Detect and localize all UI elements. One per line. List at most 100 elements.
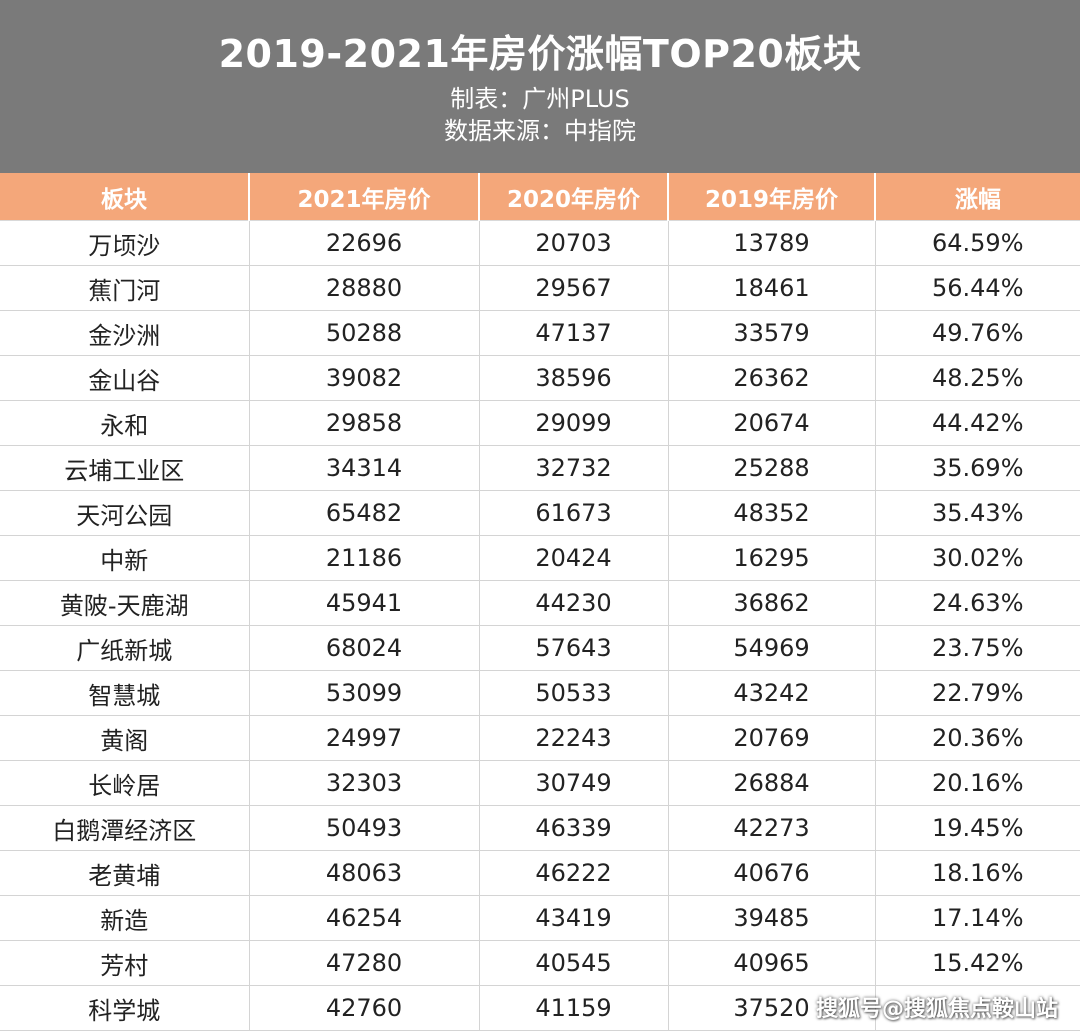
table-header-row: 板块 2021年房价 2020年房价 2019年房价 涨幅 [0,173,1080,221]
table-row: 金沙洲 50288 47137 33579 49.76% [0,310,1080,356]
price-2019-cell: 33579 [668,310,876,356]
table-body: 万顷沙 22696 20703 13789 64.59% 蕉门河 28880 29567 184… [0,220,1080,1031]
price-2020-cell: 40545 [479,940,669,986]
growth-cell: 30.02% [875,535,1080,581]
table-row: 云埔工业区 34314 32732 25288 35.69% [0,445,1080,491]
price-2019-cell: 54969 [668,625,876,671]
column-header-price-2021: 2021年房价 [249,173,480,221]
table-row: 黄陂-天鹿湖 45941 44230 36862 24.63% [0,580,1080,626]
district-cell: 中新 [0,535,250,581]
district-cell: 芳村 [0,940,250,986]
price-2020-cell: 41159 [479,985,669,1031]
price-2020-cell: 20424 [479,535,669,581]
price-2021-cell: 39082 [249,355,480,401]
price-2021-cell: 29858 [249,400,480,446]
price-2019-cell: 13789 [668,220,876,266]
growth-cell: 18.16% [875,850,1080,896]
price-2019-cell: 40965 [668,940,876,986]
price-2020-cell: 38596 [479,355,669,401]
table-row: 广纸新城 68024 57643 54969 23.75% [0,625,1080,671]
district-cell: 黄陂-天鹿湖 [0,580,250,626]
district-cell: 天河公园 [0,490,250,536]
column-header-district: 板块 [0,173,250,221]
growth-cell: 15.42% [875,940,1080,986]
table-maker-note: 制表：广州PLUS [450,85,630,113]
price-2019-cell: 18461 [668,265,876,311]
growth-cell: 56.44% [875,265,1080,311]
district-cell: 老黄埔 [0,850,250,896]
price-2020-cell: 44230 [479,580,669,626]
price-2019-cell: 20769 [668,715,876,761]
price-2021-cell: 65482 [249,490,480,536]
table-row: 白鹅潭经济区 50493 46339 42273 19.45% [0,805,1080,851]
price-2019-cell: 20674 [668,400,876,446]
price-growth-table: 板块 2021年房价 2020年房价 2019年房价 涨幅 万顷沙 22696 20… [0,173,1080,1031]
price-2019-cell: 25288 [668,445,876,491]
price-2021-cell: 50493 [249,805,480,851]
table-row: 金山谷 39082 38596 26362 48.25% [0,355,1080,401]
price-2020-cell: 47137 [479,310,669,356]
data-source-note: 数据来源：中指院 [444,117,636,145]
price-2020-cell: 30749 [479,760,669,806]
growth-cell: 35.69% [875,445,1080,491]
price-2020-cell: 20703 [479,220,669,266]
column-header-growth: 涨幅 [875,173,1080,221]
growth-cell: 44.42% [875,400,1080,446]
growth-cell: 64.59% [875,220,1080,266]
table-row: 科学城 42760 41159 37520 [0,985,1080,1031]
column-header-price-2020: 2020年房价 [479,173,669,221]
price-2021-cell: 28880 [249,265,480,311]
district-cell: 蕉门河 [0,265,250,311]
watermark: 搜狐号@搜狐焦点鞍山站 [815,997,1058,1022]
growth-cell [875,985,1080,1031]
district-cell: 广纸新城 [0,625,250,671]
price-2021-cell: 48063 [249,850,480,896]
price-2021-cell: 53099 [249,670,480,716]
district-cell: 云埔工业区 [0,445,250,491]
price-2019-cell: 39485 [668,895,876,941]
price-2019-cell: 42273 [668,805,876,851]
price-2019-cell: 26884 [668,760,876,806]
price-2020-cell: 61673 [479,490,669,536]
price-2020-cell: 57643 [479,625,669,671]
district-cell: 科学城 [0,985,250,1031]
price-2020-cell: 32732 [479,445,669,491]
table-row: 黄阁 24997 22243 20769 20.36% [0,715,1080,761]
price-2019-cell: 16295 [668,535,876,581]
district-cell: 万顷沙 [0,220,250,266]
growth-cell: 17.14% [875,895,1080,941]
growth-cell: 24.63% [875,580,1080,626]
table-row: 天河公园 65482 61673 48352 35.43% [0,490,1080,536]
price-2019-cell: 40676 [668,850,876,896]
table-row: 中新 21186 20424 16295 30.02% [0,535,1080,581]
growth-cell: 22.79% [875,670,1080,716]
price-2020-cell: 46222 [479,850,669,896]
growth-cell: 49.76% [875,310,1080,356]
growth-cell: 35.43% [875,490,1080,536]
price-2021-cell: 34314 [249,445,480,491]
district-cell: 智慧城 [0,670,250,716]
growth-cell: 48.25% [875,355,1080,401]
price-2021-cell: 32303 [249,760,480,806]
district-cell: 金沙洲 [0,310,250,356]
title-banner: 2019-2021年房价涨幅TOP20板块 制表：广州PLUS 数据来源：中指院 [0,0,1080,173]
price-2019-cell: 37520 [668,985,876,1031]
price-2021-cell: 45941 [249,580,480,626]
table-row: 新造 46254 43419 39485 17.14% [0,895,1080,941]
price-2019-cell: 36862 [668,580,876,626]
price-2021-cell: 42760 [249,985,480,1031]
table-row: 芳村 47280 40545 40965 15.42% [0,940,1080,986]
growth-cell: 20.36% [875,715,1080,761]
price-2020-cell: 43419 [479,895,669,941]
price-2019-cell: 26362 [668,355,876,401]
district-cell: 永和 [0,400,250,446]
district-cell: 新造 [0,895,250,941]
price-2021-cell: 22696 [249,220,480,266]
table-row: 永和 29858 29099 20674 44.42% [0,400,1080,446]
table-row: 万顷沙 22696 20703 13789 64.59% [0,220,1080,266]
price-2021-cell: 24997 [249,715,480,761]
price-2019-cell: 48352 [668,490,876,536]
price-2020-cell: 22243 [479,715,669,761]
price-2021-cell: 50288 [249,310,480,356]
price-2020-cell: 29099 [479,400,669,446]
